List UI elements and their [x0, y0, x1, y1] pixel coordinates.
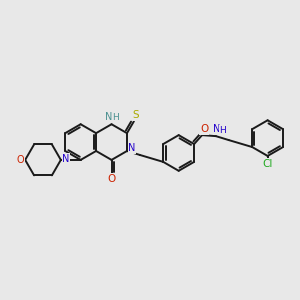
- Text: S: S: [133, 110, 139, 120]
- Text: H: H: [220, 126, 226, 135]
- Text: N: N: [105, 112, 112, 122]
- Text: O: O: [107, 174, 116, 184]
- Text: O: O: [200, 124, 208, 134]
- Text: N: N: [128, 143, 136, 153]
- Text: Cl: Cl: [262, 159, 273, 169]
- Text: N: N: [213, 124, 220, 134]
- Text: H: H: [112, 113, 119, 122]
- Text: N: N: [62, 154, 70, 164]
- Text: O: O: [16, 155, 24, 165]
